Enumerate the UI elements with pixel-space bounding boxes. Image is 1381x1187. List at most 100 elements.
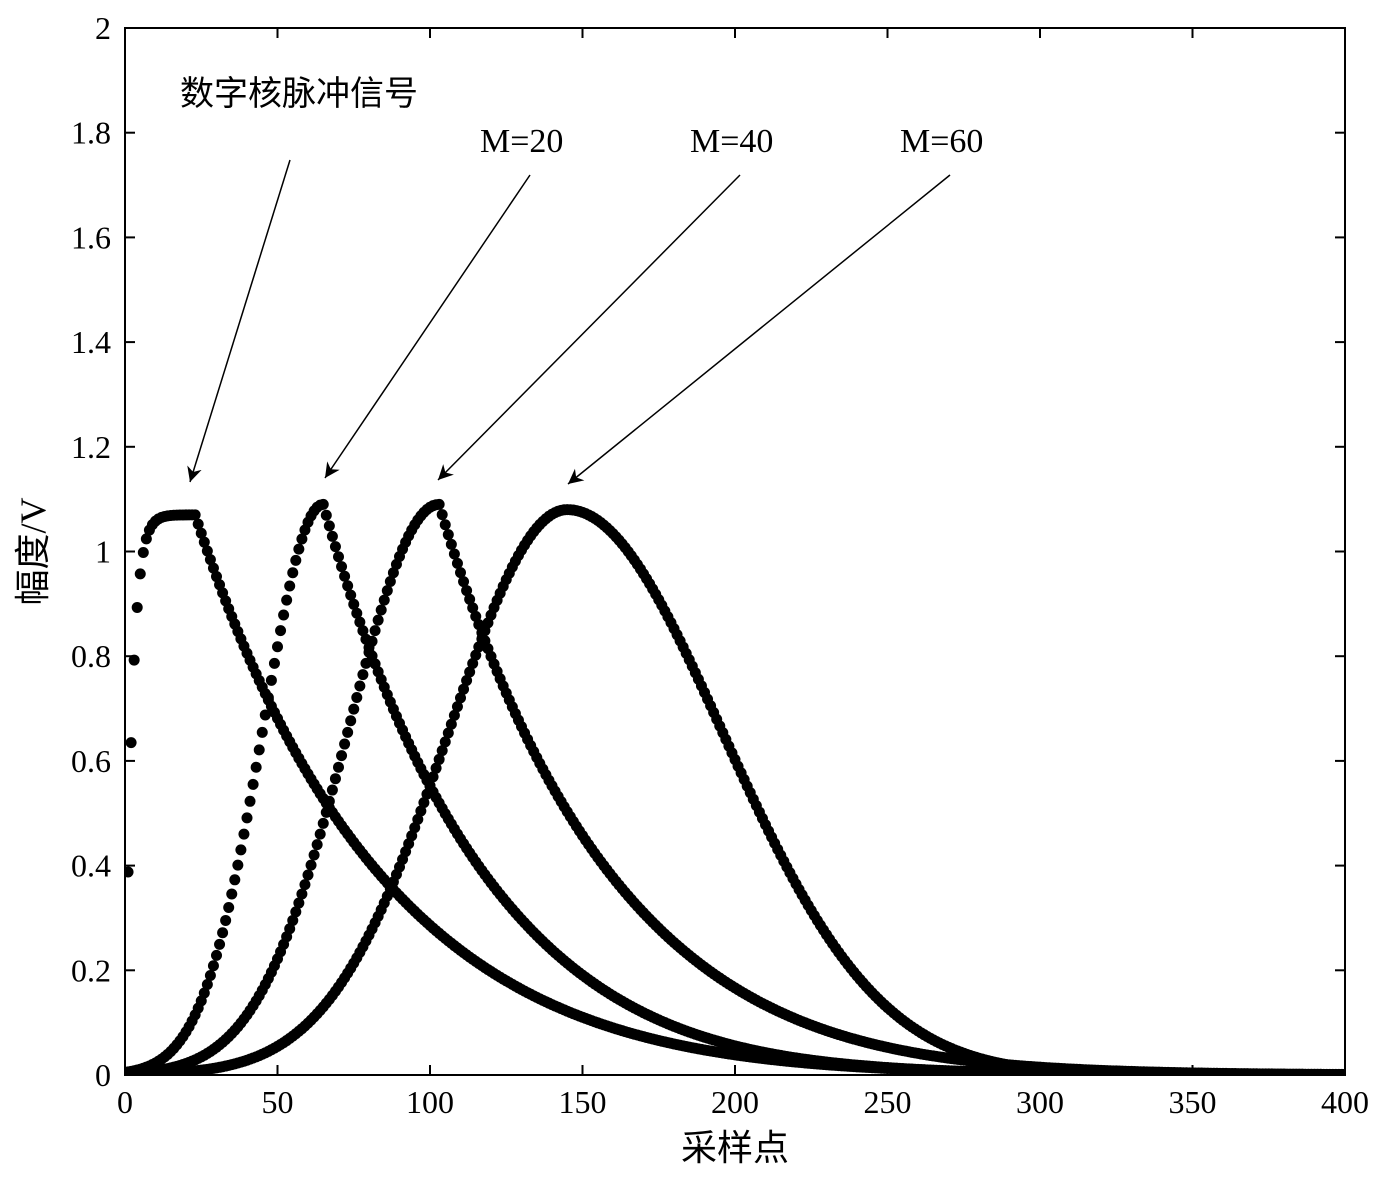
y-tick-label: 1.8 (71, 115, 111, 151)
data-point (245, 796, 256, 807)
data-point (275, 625, 286, 636)
anno-m60-arrow (568, 175, 950, 484)
x-tick-label: 250 (864, 1084, 912, 1120)
data-point (373, 615, 384, 626)
y-tick-label: 0.4 (71, 848, 111, 884)
y-tick-label: 1 (95, 534, 111, 570)
data-point (376, 604, 387, 615)
chart-svg: 05010015020025030035040000.20.40.60.811.… (0, 0, 1381, 1187)
data-point (260, 709, 271, 720)
data-point (254, 744, 265, 755)
anno-digital-arrow (190, 160, 290, 482)
data-point (336, 750, 347, 761)
data-point (257, 727, 268, 738)
data-point (211, 950, 222, 961)
data-point (296, 888, 307, 899)
data-point (251, 762, 262, 773)
y-tick-label: 2 (95, 10, 111, 46)
data-point (266, 675, 277, 686)
data-point (214, 939, 225, 950)
data-point (263, 692, 274, 703)
data-point (345, 715, 356, 726)
y-tick-label: 1.4 (71, 324, 111, 360)
data-point (360, 658, 371, 669)
data-point (132, 602, 143, 613)
anno-digital-label: 数字核脉冲信号 (180, 75, 418, 113)
anno-m40-arrow (438, 175, 740, 480)
series-M40 (123, 499, 1351, 1080)
data-point (299, 879, 310, 890)
data-point (440, 519, 451, 530)
x-tick-label: 200 (711, 1084, 759, 1120)
data-point (315, 829, 326, 840)
x-tick-label: 350 (1169, 1084, 1217, 1120)
data-point (290, 555, 301, 566)
series-group (123, 499, 1351, 1081)
data-point (217, 927, 228, 938)
data-point (235, 844, 246, 855)
anno-m60-label: M=60 (900, 123, 983, 160)
data-point (324, 796, 335, 807)
data-point (238, 829, 249, 840)
data-point (129, 655, 140, 666)
data-point (333, 551, 344, 562)
data-point (232, 860, 243, 871)
data-point (248, 779, 259, 790)
data-point (327, 785, 338, 796)
data-point (330, 541, 341, 552)
data-point (223, 902, 234, 913)
data-point (321, 510, 332, 521)
x-tick-label: 150 (559, 1084, 607, 1120)
chart-container: 05010015020025030035040000.20.40.60.811.… (0, 0, 1381, 1187)
data-point (293, 544, 304, 555)
data-point (339, 739, 350, 750)
data-point (379, 595, 390, 606)
data-point (229, 874, 240, 885)
anno-m20-arrow (325, 175, 530, 478)
data-point (205, 970, 216, 981)
y-tick-label: 0.8 (71, 638, 111, 674)
data-point (318, 499, 329, 510)
data-point (357, 669, 368, 680)
y-tick-label: 0.2 (71, 952, 111, 988)
data-point (287, 567, 298, 578)
x-axis-label: 采样点 (681, 1128, 789, 1168)
data-point (351, 692, 362, 703)
y-tick-label: 0.6 (71, 743, 111, 779)
data-point (309, 849, 320, 860)
data-point (303, 869, 314, 880)
data-point (284, 580, 295, 591)
data-point (1340, 1069, 1351, 1080)
data-point (272, 641, 283, 652)
data-point (333, 762, 344, 773)
data-point (321, 807, 332, 818)
data-point (306, 860, 317, 871)
data-point (342, 727, 353, 738)
data-point (312, 839, 323, 850)
data-point (364, 647, 375, 658)
x-tick-label: 50 (262, 1084, 294, 1120)
data-point (354, 681, 365, 692)
data-point (318, 818, 329, 829)
data-point (220, 915, 231, 926)
y-tick-label: 1.6 (71, 219, 111, 255)
y-tick-label: 1.2 (71, 429, 111, 465)
data-point (126, 737, 137, 748)
data-point (342, 580, 353, 591)
data-point (278, 610, 289, 621)
data-point (336, 561, 347, 572)
data-point (242, 812, 253, 823)
y-tick-label: 0 (95, 1057, 111, 1093)
anno-m20-label: M=20 (480, 123, 563, 160)
x-tick-label: 0 (117, 1084, 133, 1120)
data-point (226, 888, 237, 899)
data-point (370, 625, 381, 636)
x-tick-label: 100 (406, 1084, 454, 1120)
data-point (437, 509, 448, 520)
data-point (339, 571, 350, 582)
data-point (446, 539, 457, 550)
data-point (449, 548, 460, 559)
x-tick-label: 400 (1321, 1084, 1369, 1120)
y-axis-label: 幅度/V (13, 497, 53, 605)
data-point (443, 529, 454, 540)
